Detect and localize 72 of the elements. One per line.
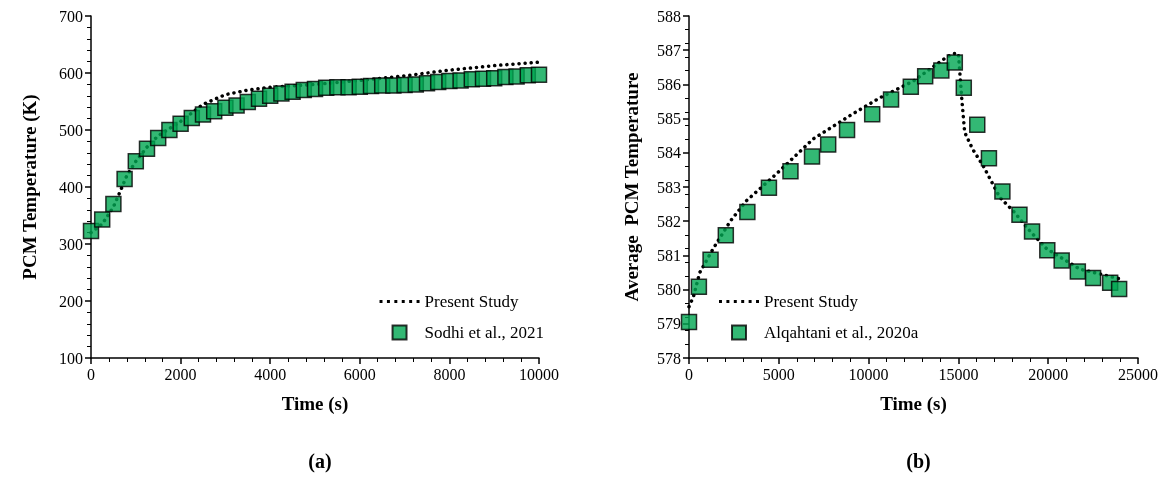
- legend-label: Present Study: [424, 292, 520, 311]
- point: [916, 67, 934, 85]
- point: [1039, 242, 1056, 259]
- y-axis-title: Average PCM Temperature: [621, 72, 642, 302]
- point: [969, 116, 986, 134]
- y-tick-label: 588: [657, 7, 681, 25]
- y-tick-label: 600: [59, 64, 83, 82]
- point: [980, 150, 998, 167]
- legend-label: Sodhi et al., 2021: [424, 323, 544, 342]
- x-tick-label: 25000: [1118, 365, 1158, 383]
- x-tick-label: 10000: [519, 365, 559, 383]
- x-tick-label: 4000: [254, 365, 287, 383]
- point: [93, 211, 111, 228]
- x-tick-label: 8000: [433, 365, 466, 383]
- y-tick-label: 578: [657, 349, 681, 367]
- point: [955, 79, 973, 97]
- point: [882, 91, 900, 108]
- point: [933, 62, 950, 79]
- point: [1023, 223, 1041, 240]
- x-tick-label: 15000: [938, 365, 979, 383]
- y-tick-label: 581: [657, 246, 681, 264]
- y-tick-label: 587: [657, 41, 681, 59]
- point: [680, 313, 698, 331]
- y-axis-title: PCM Temperature (K): [19, 94, 41, 280]
- x-axis-title: Time (s): [281, 393, 349, 415]
- x-tick-label: 10000: [848, 365, 889, 383]
- x-tick-label: 6000: [343, 365, 376, 383]
- point: [819, 136, 837, 153]
- y-tick-label: 585: [657, 110, 681, 128]
- point: [1084, 269, 1102, 287]
- x-tick-label: 2000: [164, 365, 197, 383]
- point: [803, 148, 821, 165]
- point: [702, 251, 719, 269]
- y-tick-label: 300: [59, 235, 83, 253]
- y-tick-label: 500: [59, 121, 83, 139]
- x-tick-label: 5000: [762, 365, 795, 383]
- legend-label: Present Study: [764, 292, 859, 311]
- y-tick-label: 100: [59, 349, 83, 367]
- y-tick-label: 584: [657, 144, 681, 162]
- point: [116, 170, 133, 188]
- point: [863, 105, 881, 123]
- point: [717, 226, 735, 244]
- point: [994, 183, 1011, 200]
- point: [782, 163, 799, 180]
- point: [1053, 252, 1070, 269]
- point: [760, 179, 778, 196]
- point: [105, 195, 122, 213]
- text: (a): [308, 450, 332, 473]
- y-tick-label: 400: [59, 178, 83, 196]
- x-tick-label: 20000: [1028, 365, 1069, 383]
- point: [946, 54, 964, 71]
- point: [1011, 206, 1028, 223]
- y-tick-label: 579: [657, 315, 681, 333]
- point: [902, 78, 920, 96]
- y-tick-label: 582: [657, 212, 681, 230]
- y-tick-label: 583: [657, 178, 681, 196]
- text: (b): [906, 450, 931, 473]
- x-tick-label: 0: [685, 365, 693, 383]
- point: [530, 66, 548, 83]
- point: [690, 278, 708, 296]
- x-axis-title: Time (s): [880, 393, 947, 415]
- y-tick-label: 580: [657, 281, 681, 299]
- y-tick-label: 200: [59, 292, 83, 310]
- point: [838, 121, 856, 139]
- point: [1110, 280, 1128, 298]
- y-tick-label: 700: [59, 7, 83, 25]
- point: [127, 153, 145, 170]
- y-tick-label: 586: [657, 75, 681, 93]
- legend-label: Alqahtani et al., 2020a: [764, 323, 919, 342]
- point: [739, 203, 756, 221]
- x-tick-label: 0: [87, 365, 95, 383]
- point: [1069, 263, 1087, 280]
